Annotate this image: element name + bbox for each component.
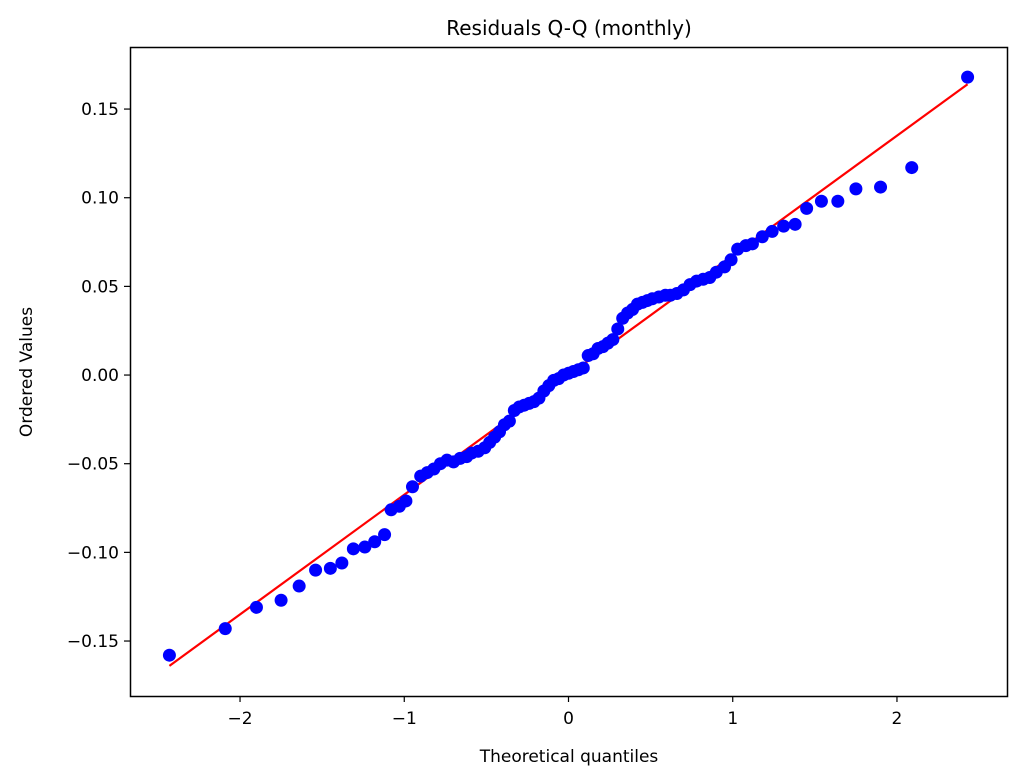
- data-point: [831, 194, 845, 208]
- data-point: [292, 579, 306, 593]
- data-point: [249, 600, 263, 614]
- data-point: [335, 556, 349, 570]
- data-point: [502, 414, 516, 428]
- x-tick-label: 2: [892, 709, 903, 729]
- data-point: [576, 361, 590, 375]
- data-point: [800, 201, 814, 215]
- y-tick-label: −0.15: [67, 632, 119, 652]
- data-point: [874, 180, 888, 194]
- y-tick-label: −0.05: [67, 455, 119, 475]
- data-point: [905, 161, 919, 175]
- data-point: [274, 593, 288, 607]
- y-axis: −0.15 −0.10 −0.05 0.00 0.05 0.10 0.15: [67, 100, 130, 652]
- data-point: [814, 194, 828, 208]
- y-tick-label: 0.00: [81, 366, 119, 386]
- points-layer: [162, 70, 975, 662]
- data-point: [405, 480, 419, 494]
- data-point: [777, 219, 791, 233]
- data-point: [399, 494, 413, 508]
- x-tick-label: −2: [228, 709, 253, 729]
- data-point: [218, 622, 232, 636]
- chart-title: Residuals Q-Q (monthly): [446, 16, 692, 40]
- data-point: [162, 648, 176, 662]
- data-point: [724, 253, 738, 267]
- data-point: [378, 528, 392, 542]
- data-point: [755, 230, 769, 244]
- y-axis-title: Ordered Values: [17, 307, 37, 437]
- x-axis-title: Theoretical quantiles: [479, 747, 659, 767]
- data-point: [961, 70, 975, 84]
- data-point: [849, 182, 863, 196]
- x-axis: −2 −1 0 1 2: [228, 696, 903, 729]
- data-point: [788, 217, 802, 231]
- y-tick-label: 0.05: [81, 277, 119, 297]
- data-point: [765, 224, 779, 238]
- data-point: [358, 540, 372, 554]
- data-point: [368, 535, 382, 549]
- data-point: [346, 542, 360, 556]
- y-tick-label: 0.15: [81, 100, 119, 120]
- data-point: [745, 237, 759, 251]
- x-tick-label: 0: [563, 709, 574, 729]
- y-tick-label: −0.10: [67, 543, 119, 563]
- x-tick-label: 1: [727, 709, 738, 729]
- data-point: [309, 563, 323, 577]
- data-point: [606, 333, 620, 347]
- x-tick-label: −1: [392, 709, 417, 729]
- data-point: [611, 322, 625, 336]
- y-tick-label: 0.10: [81, 189, 119, 209]
- data-point: [323, 561, 337, 575]
